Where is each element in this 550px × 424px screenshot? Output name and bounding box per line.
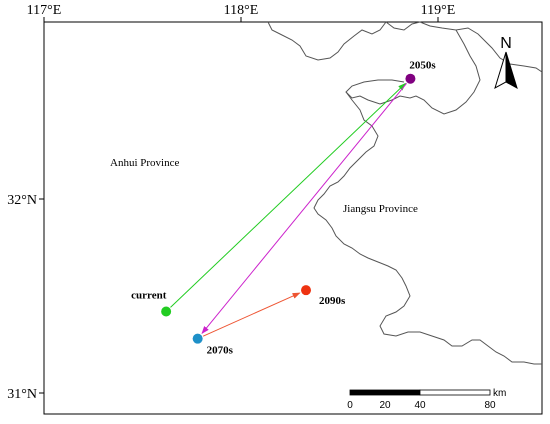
x-tick-label: 117°E [27, 3, 62, 18]
arrow-current-to-2050s [170, 82, 407, 308]
point-label-2090s: 2090s [319, 295, 346, 307]
scale-tick-label: 40 [414, 400, 426, 411]
north-arrow-icon [494, 51, 518, 90]
point-label-2070s: 2070s [207, 345, 234, 357]
y-tick-label: 32°N [7, 193, 37, 208]
scale-tick-label: 0 [347, 400, 353, 411]
scale-bar-labels: 0 20 40 80 [347, 400, 496, 411]
scale-bar-unit: km [493, 388, 506, 399]
graticule-ticks: 117°E 118°E 119°E 32°N 31°N [7, 3, 455, 402]
x-tick-label: 118°E [224, 3, 259, 18]
centroid-points [161, 73, 416, 344]
scale-tick-label: 20 [379, 400, 391, 411]
arrow-2070s-to-2090s [202, 292, 301, 337]
point-2050s [405, 73, 416, 84]
point-labels: current 2050s 2070s 2090s [131, 60, 436, 357]
point-label-current: current [131, 290, 167, 302]
province-label-anhui: Anhui Province [110, 157, 179, 169]
map-frame [43, 21, 543, 415]
trajectory-arrows [170, 82, 408, 337]
point-2090s [301, 285, 312, 296]
province-boundary [267, 21, 543, 365]
north-label: N [500, 35, 512, 52]
point-label-2050s: 2050s [409, 60, 436, 72]
point-current [161, 306, 172, 317]
province-label-jiangsu: Jiangsu Province [343, 203, 418, 215]
x-tick-label: 119°E [421, 3, 456, 18]
y-tick-label: 31°N [7, 387, 37, 402]
arrow-2050s-to-2070s [201, 83, 408, 335]
scale-tick-label: 80 [484, 400, 496, 411]
point-2070s [192, 333, 203, 344]
scale-bar [349, 389, 491, 396]
